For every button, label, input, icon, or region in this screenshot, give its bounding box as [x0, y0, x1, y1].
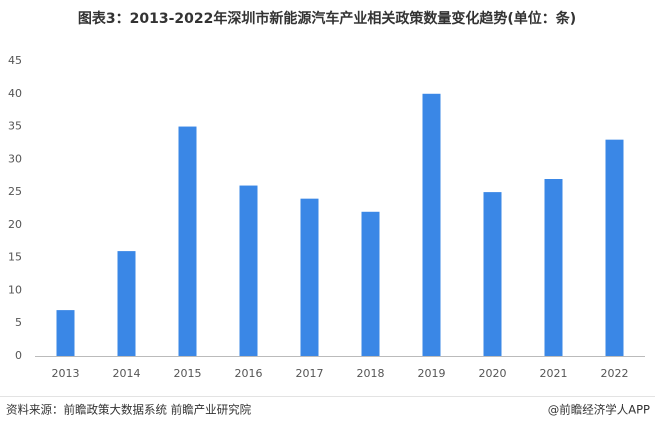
- bar: [239, 185, 258, 356]
- y-tick-label: 30: [8, 152, 22, 165]
- x-tick-label: 2017: [296, 367, 324, 380]
- bar: [544, 179, 563, 356]
- y-tick-label: 20: [8, 218, 22, 231]
- bar: [56, 310, 75, 356]
- y-tick-label: 25: [8, 185, 22, 198]
- x-tick-label: 2014: [113, 367, 141, 380]
- bar: [483, 192, 502, 356]
- bar: [361, 211, 380, 356]
- y-tick-label: 15: [8, 251, 22, 264]
- x-tick-label: 2015: [174, 367, 202, 380]
- bar: [422, 93, 441, 357]
- source: 资料来源：前瞻政策大数据系统 前瞻产业研究院: [6, 403, 252, 417]
- y-tick-label: 40: [8, 87, 22, 100]
- bar: [178, 126, 197, 356]
- chart-title: 图表3：2013-2022年深圳市新能源汽车产业相关政策数量变化趋势(单位：条): [78, 10, 576, 27]
- x-tick-label: 2022: [601, 367, 629, 380]
- x-tick-label: 2019: [418, 367, 446, 380]
- bar: [605, 139, 624, 356]
- y-tick-label: 35: [8, 120, 22, 133]
- y-tick-label: 5: [15, 316, 22, 329]
- bar: [117, 251, 136, 356]
- x-tick-label: 2013: [52, 367, 80, 380]
- x-tick-label: 2021: [540, 367, 568, 380]
- y-tick-label: 45: [8, 54, 22, 67]
- credit: @前瞻经济学人APP: [548, 403, 650, 417]
- x-tick-label: 2016: [235, 367, 263, 380]
- x-tick-label: 2020: [479, 367, 507, 380]
- bar: [300, 198, 319, 356]
- x-tick-label: 2018: [357, 367, 385, 380]
- y-tick-label: 0: [15, 349, 22, 362]
- y-tick-label: 10: [8, 283, 22, 296]
